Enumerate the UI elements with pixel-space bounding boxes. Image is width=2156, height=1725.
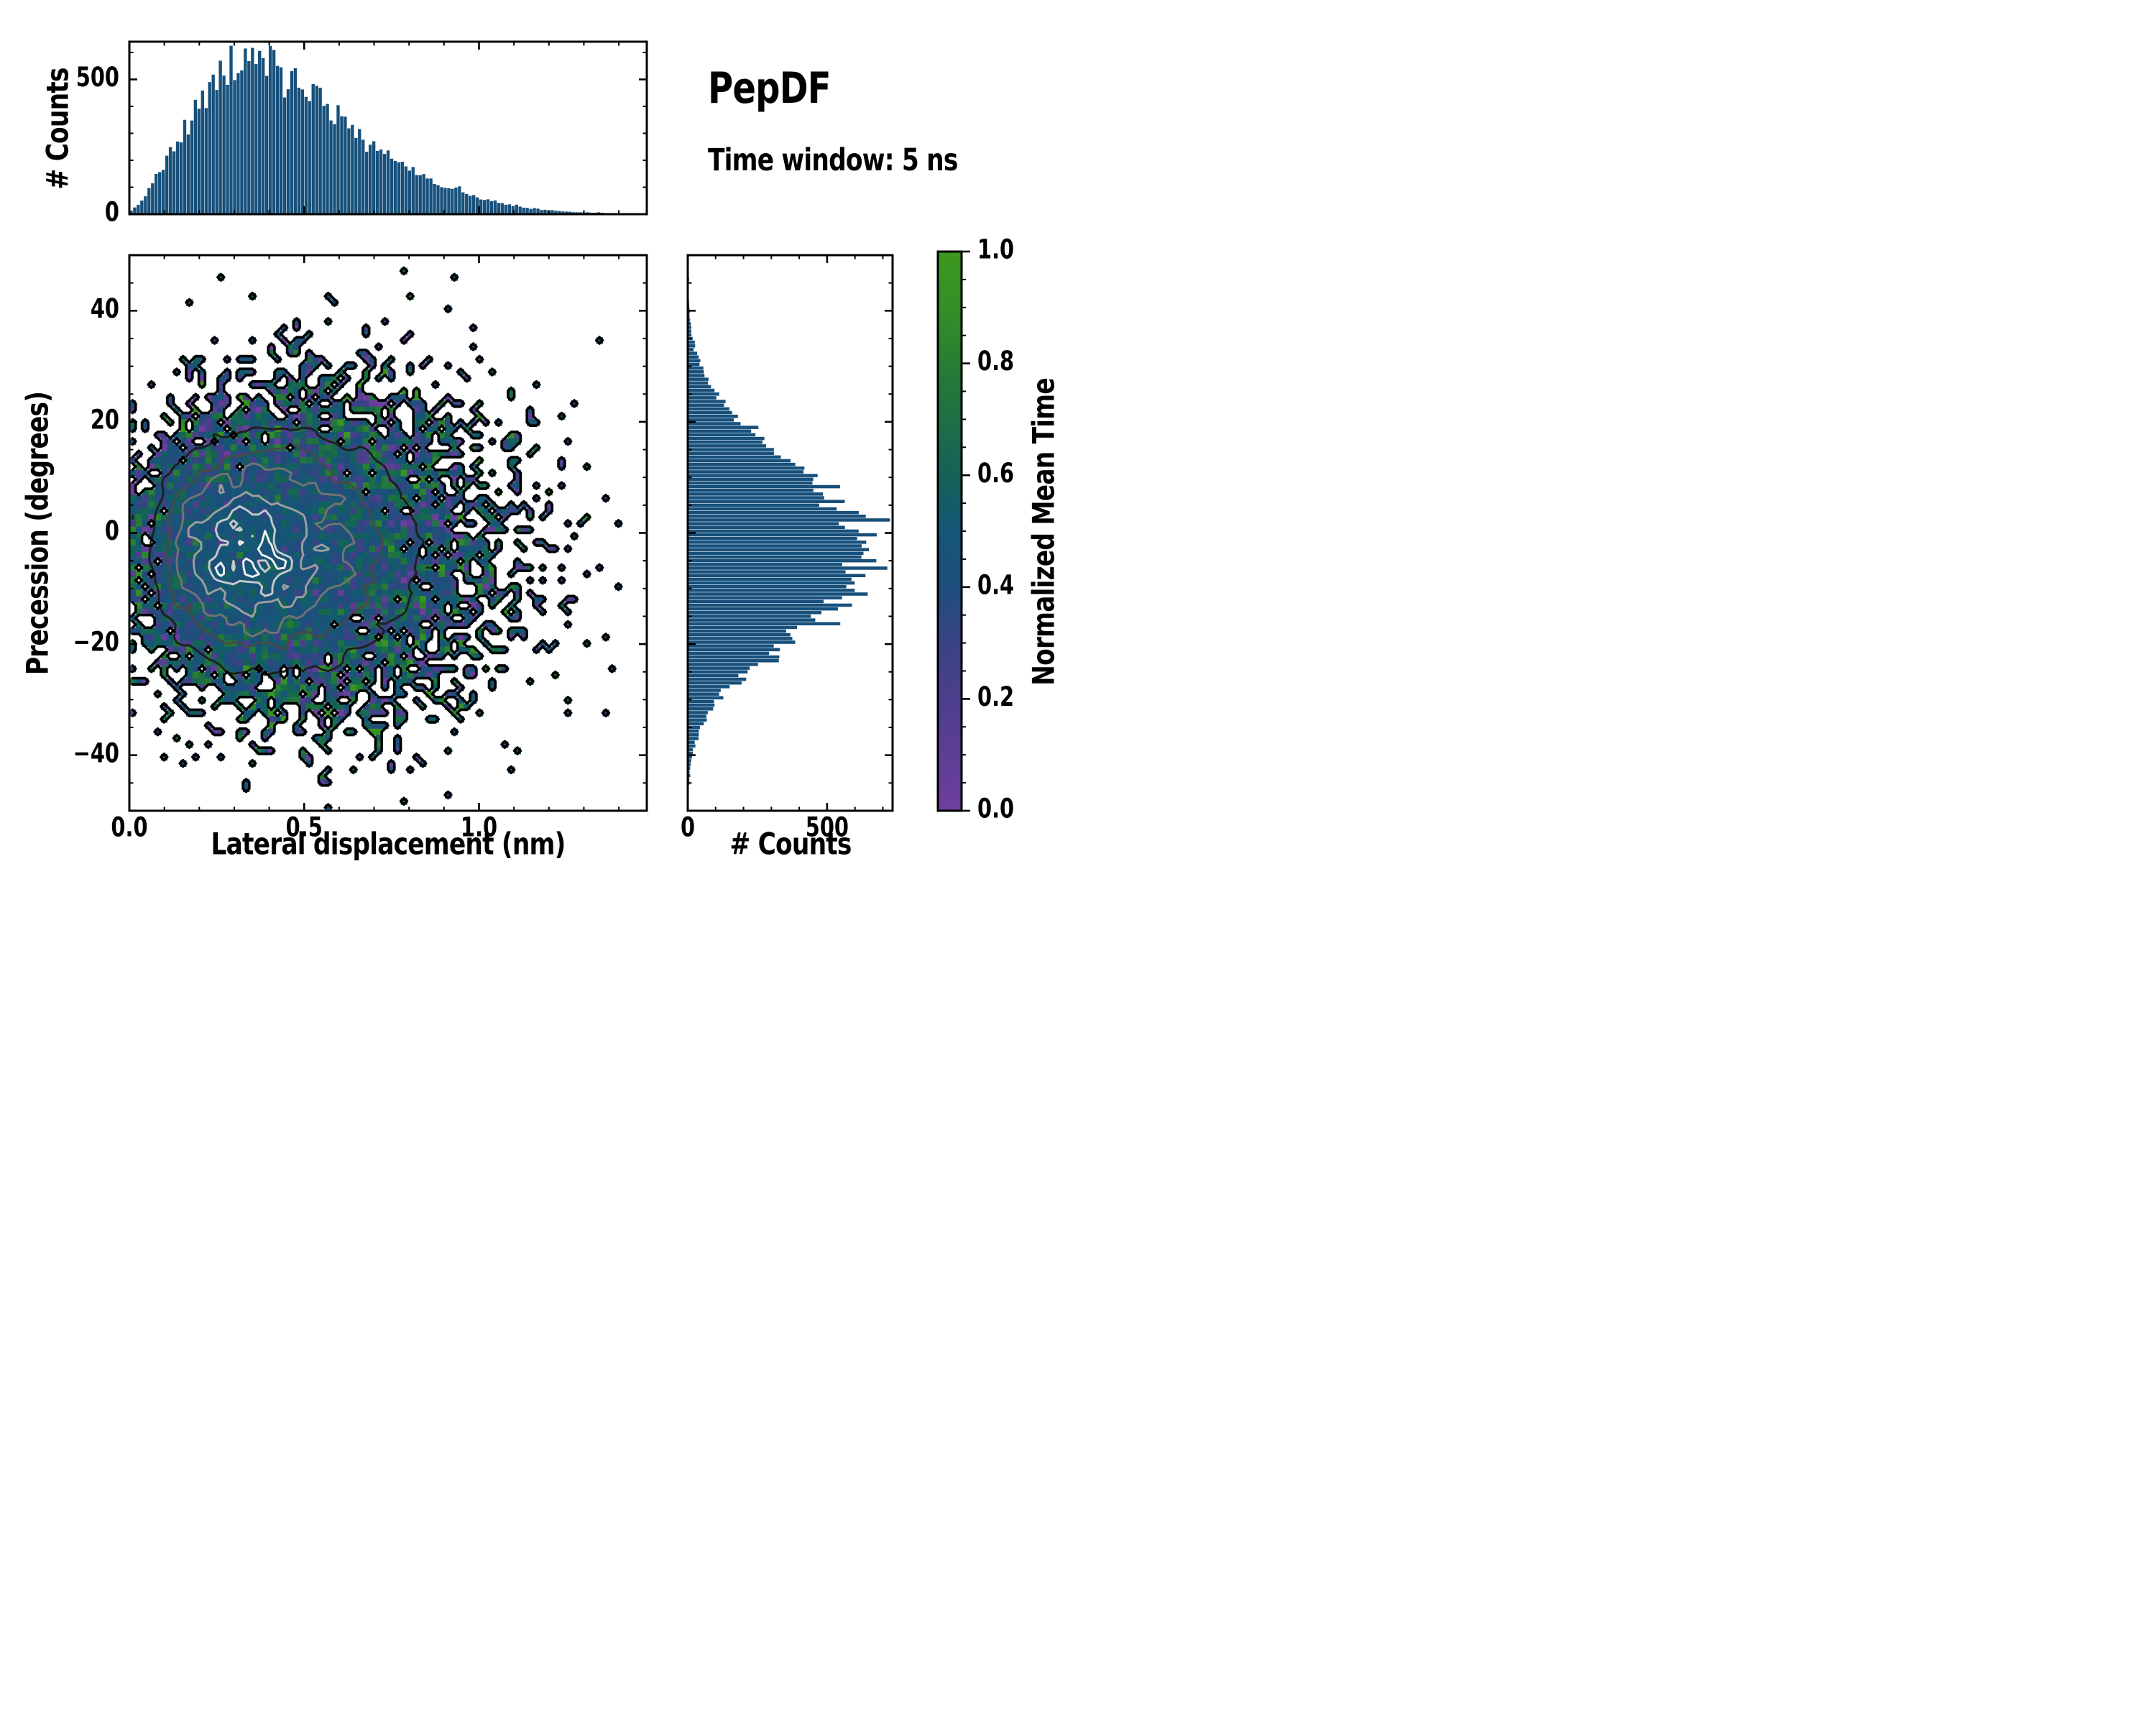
colorbar-label: Normalized Mean Time [1026,378,1061,686]
figure-subtitle: Time window: 5 ns [708,142,958,178]
main-ylabel: Precession (degrees) [19,391,55,676]
top-hist-ylabel: # Counts [40,68,75,190]
right-hist-xlabel: # Counts [729,826,852,862]
figure-canvas [0,0,1078,862]
figure: PepDF Time window: 5 ns # Counts Precess… [0,0,1078,862]
figure-title: PepDF [708,63,831,114]
main-xlabel: Lateral displacement (nm) [211,826,566,862]
